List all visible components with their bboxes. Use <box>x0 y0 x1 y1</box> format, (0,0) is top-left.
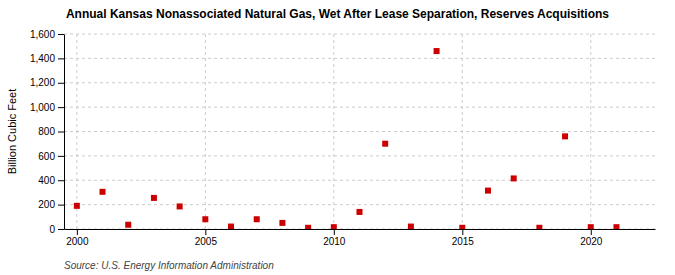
source: Source: U.S. Energy Information Administ… <box>64 260 274 271</box>
grid <box>64 34 655 229</box>
tick: 1,000 <box>30 102 64 113</box>
grid-line <box>64 58 655 59</box>
tick: 2020 <box>580 229 603 247</box>
tick-mark <box>58 229 64 230</box>
point <box>151 195 157 201</box>
tick-mark <box>58 34 64 35</box>
tick: 2000 <box>66 229 89 247</box>
tick: 600 <box>38 151 64 162</box>
x-axis: 2000 2005 2010 2015 2020 <box>65 229 656 247</box>
tick: 2015 <box>452 229 475 247</box>
tick-mark <box>58 107 64 108</box>
tick-mark <box>58 205 64 206</box>
point <box>382 141 388 147</box>
tick-label: 1,000 <box>30 102 55 113</box>
tick-mark <box>462 229 463 235</box>
tick-mark <box>205 229 206 235</box>
point <box>305 225 311 229</box>
tick-label: 1,200 <box>30 77 55 88</box>
tick-label: 2020 <box>580 236 603 247</box>
grid-line <box>64 229 655 230</box>
point <box>279 220 285 226</box>
chart: Annual Kansas Nonassociated Natural Gas,… <box>0 0 675 275</box>
point <box>228 224 234 229</box>
grid-line <box>64 180 655 181</box>
tick-mark <box>77 229 78 235</box>
tick: 800 <box>38 126 64 137</box>
tick: 400 <box>38 175 64 186</box>
tick-label: 0 <box>49 224 55 235</box>
point <box>613 224 619 229</box>
point <box>536 225 542 229</box>
tick-label: 200 <box>38 199 55 210</box>
tick: 2005 <box>195 229 218 247</box>
tick-mark <box>58 83 64 84</box>
tick-mark <box>58 132 64 133</box>
point <box>125 222 131 228</box>
grid-line <box>205 34 206 229</box>
axis-line <box>64 35 65 230</box>
tick: 0 <box>49 224 64 235</box>
grid-line <box>590 34 591 229</box>
point <box>202 216 208 222</box>
tick: 2010 <box>323 229 346 247</box>
tick-label: 400 <box>38 175 55 186</box>
tick-label: 2015 <box>452 236 475 247</box>
y-axis: 0 200 400 600 800 1,000 1,200 1,400 1,600 <box>30 29 65 235</box>
tick-label: 800 <box>38 126 55 137</box>
point <box>485 188 491 194</box>
point <box>357 209 363 215</box>
grid-line <box>462 34 463 229</box>
point <box>434 48 440 54</box>
tick-label: 600 <box>38 151 55 162</box>
tick: 1,400 <box>30 53 64 64</box>
tick-mark <box>58 58 64 59</box>
grid-line <box>64 155 655 156</box>
tick: 1,200 <box>30 77 64 88</box>
point <box>331 224 337 229</box>
tick-label: 1,600 <box>30 29 55 40</box>
grid-line <box>64 131 655 132</box>
point <box>74 203 80 209</box>
tick-label: 2010 <box>323 236 346 247</box>
point <box>511 175 517 181</box>
point <box>562 133 568 139</box>
tick-label: 2000 <box>66 236 89 247</box>
tick-label: 2005 <box>195 236 218 247</box>
plot: 2000 2005 2010 2015 2020 0 200 400 600 800 1,000 1,… <box>30 29 656 247</box>
points <box>74 48 620 229</box>
tick-mark <box>334 229 335 235</box>
point <box>254 216 260 222</box>
tick-mark <box>58 180 64 181</box>
point <box>408 224 414 229</box>
tick-label: 1,400 <box>30 53 55 64</box>
tick: 200 <box>38 199 64 210</box>
y-axis-title: Billion Cubic Feet <box>6 89 18 175</box>
grid-line <box>64 107 655 108</box>
grid-line <box>64 82 655 83</box>
grid-line <box>64 34 655 35</box>
grid-line <box>76 34 77 229</box>
grid-line <box>333 34 334 229</box>
tick-mark <box>58 156 64 157</box>
tick-mark <box>591 229 592 235</box>
tick: 1,600 <box>30 29 64 40</box>
title: Annual Kansas Nonassociated Natural Gas,… <box>66 7 609 21</box>
point <box>100 189 106 195</box>
point <box>177 203 183 209</box>
grid-line <box>64 204 655 205</box>
axis-line <box>65 229 656 230</box>
point <box>459 225 465 229</box>
point <box>588 224 594 229</box>
